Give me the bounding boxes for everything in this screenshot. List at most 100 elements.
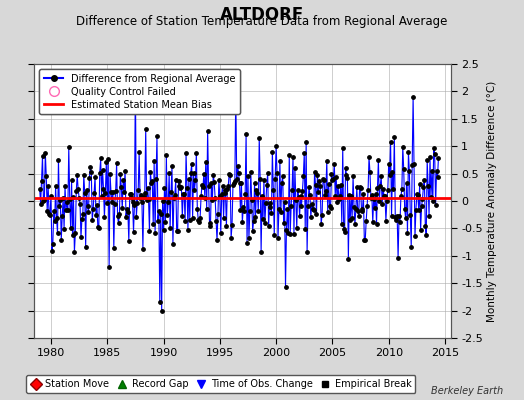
Point: [236, 207, 245, 214]
Point: [128, 199, 137, 206]
Legend: Station Move, Record Gap, Time of Obs. Change, Empirical Break: Station Move, Record Gap, Time of Obs. C…: [26, 375, 416, 393]
Point: [231, 178, 239, 184]
Point: [428, 168, 436, 174]
Point: [339, 144, 347, 151]
Point: [201, 195, 209, 201]
Point: [233, 176, 241, 183]
Point: [106, 171, 114, 178]
Point: [310, 168, 319, 175]
Point: [63, 198, 71, 205]
Point: [82, 186, 91, 193]
Point: [213, 237, 221, 244]
Point: [195, 218, 203, 225]
Point: [238, 219, 247, 226]
Point: [188, 161, 196, 167]
Point: [316, 183, 324, 189]
Point: [328, 170, 336, 177]
Point: [192, 150, 201, 156]
Point: [232, 89, 240, 96]
Point: [81, 190, 89, 196]
Point: [292, 197, 300, 203]
Point: [247, 197, 256, 204]
Point: [321, 192, 329, 198]
Point: [152, 176, 160, 182]
Point: [334, 183, 342, 189]
Point: [225, 170, 233, 177]
Point: [51, 182, 60, 189]
Point: [125, 238, 133, 244]
Point: [250, 179, 259, 186]
Point: [297, 193, 305, 200]
Point: [304, 203, 312, 209]
Point: [424, 182, 432, 189]
Point: [276, 158, 284, 164]
Point: [421, 222, 430, 229]
Point: [358, 208, 367, 214]
Point: [220, 187, 228, 193]
Point: [391, 214, 399, 220]
Point: [264, 170, 272, 176]
Point: [366, 169, 374, 175]
Point: [91, 174, 99, 180]
Point: [139, 194, 148, 200]
Point: [95, 170, 104, 176]
Point: [244, 173, 252, 180]
Point: [178, 213, 187, 219]
Point: [37, 201, 45, 207]
Point: [100, 186, 108, 192]
Point: [158, 198, 167, 204]
Point: [400, 206, 409, 212]
Point: [381, 218, 390, 224]
Point: [393, 213, 401, 220]
Point: [217, 190, 226, 197]
Text: ALTDORF: ALTDORF: [220, 6, 304, 24]
Point: [95, 224, 103, 231]
Point: [80, 172, 88, 178]
Point: [42, 173, 50, 179]
Point: [221, 190, 230, 196]
Point: [368, 219, 377, 226]
Point: [265, 223, 273, 229]
Point: [116, 171, 125, 177]
Point: [337, 182, 345, 188]
Point: [312, 211, 321, 218]
Point: [124, 209, 132, 216]
Point: [323, 208, 332, 215]
Point: [143, 196, 151, 203]
Point: [202, 206, 211, 212]
Point: [205, 220, 214, 226]
Point: [74, 186, 82, 192]
Point: [117, 184, 126, 191]
Point: [254, 208, 263, 214]
Point: [68, 177, 76, 184]
Point: [329, 176, 337, 182]
Point: [184, 176, 193, 182]
Point: [107, 189, 115, 195]
Point: [330, 161, 339, 167]
Point: [118, 205, 126, 212]
Point: [119, 177, 127, 184]
Point: [176, 185, 184, 191]
Point: [263, 182, 271, 188]
Point: [140, 190, 149, 196]
Point: [64, 144, 73, 150]
Point: [111, 201, 119, 207]
Point: [93, 202, 101, 208]
Point: [348, 215, 356, 222]
Point: [245, 235, 253, 242]
Point: [390, 134, 399, 140]
Point: [79, 211, 87, 217]
Point: [62, 207, 70, 214]
Point: [52, 215, 61, 222]
Point: [310, 207, 318, 213]
Point: [164, 199, 172, 206]
Point: [292, 225, 301, 231]
Point: [133, 199, 141, 206]
Point: [242, 130, 250, 137]
Point: [234, 170, 243, 176]
Point: [171, 192, 179, 198]
Point: [166, 225, 174, 232]
Point: [216, 230, 225, 236]
Point: [376, 182, 385, 189]
Point: [246, 208, 254, 214]
